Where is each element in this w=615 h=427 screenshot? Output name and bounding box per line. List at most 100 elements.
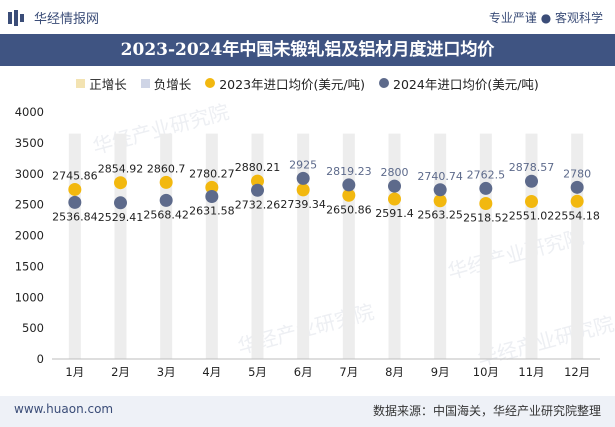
x-tick-label: 3月: [157, 365, 176, 379]
data-source: 数据来源：中国海关，华经产业研究院整理: [372, 404, 601, 418]
y-tick-label: 2000: [15, 229, 44, 243]
footer: www.huaon.com 数据来源：中国海关，华经产业研究院整理: [0, 396, 615, 427]
x-tick-label: 2月: [111, 365, 130, 379]
point-2024: [479, 181, 493, 195]
column-bar: [68, 133, 81, 359]
data-label-2023: 2745.86: [52, 169, 98, 182]
point-2023: [433, 194, 447, 208]
data-label-2024: 2732.26: [235, 198, 281, 211]
y-tick-label: 4000: [15, 105, 44, 119]
legend-circle-icon: [205, 78, 216, 88]
brand-name: 华经情报网: [34, 12, 100, 27]
column-bar: [434, 133, 447, 359]
chart-legend: 正增长 负增长 2023年进口均价(美元/吨) 2024年进口均价(美元/吨): [0, 72, 615, 94]
point-2024: [205, 189, 219, 203]
data-label-2024: 2740.74: [417, 170, 463, 183]
data-label-2024: 2925: [289, 158, 317, 171]
data-label-2023: 2739.34: [280, 198, 326, 211]
column-bar: [160, 133, 173, 359]
data-label-2023: 2554.18: [554, 209, 600, 222]
data-label-2023: 2591.4: [375, 207, 414, 220]
x-tick-label: 6月: [294, 365, 313, 379]
data-label-2023: 2563.25: [417, 209, 463, 222]
watermark-text: 华经产业研究院: [445, 224, 586, 283]
legend-label: 负增长: [153, 76, 192, 92]
point-2024: [570, 180, 584, 194]
data-label-2023: 2551.02: [509, 209, 555, 222]
point-2023: [570, 194, 584, 208]
column-bar: [479, 133, 492, 359]
point-2023: [388, 192, 401, 206]
legend-item[interactable]: 2024年进口均价(美元/吨): [379, 74, 539, 93]
point-2023: [342, 188, 356, 202]
website-link[interactable]: www.huaon.com: [14, 402, 114, 416]
data-label-2024: 2762.5: [467, 168, 506, 181]
y-tick-label: 0: [37, 352, 44, 366]
data-label-2023: 2650.86: [326, 203, 372, 216]
point-2024: [114, 196, 127, 210]
data-label-2024: 2780: [563, 167, 591, 180]
x-tick-label: 11月: [518, 365, 544, 379]
legend-label: 2023年进口均价(美元/吨): [219, 76, 366, 92]
y-tick-label: 500: [22, 321, 44, 335]
watermark-text: 华经产业研究院: [475, 311, 615, 370]
data-label-2024: 2819.23: [326, 165, 372, 178]
data-label-2023: 2860.7: [147, 162, 186, 175]
y-tick-label: 1500: [15, 259, 44, 273]
x-tick-label: 4月: [202, 365, 221, 379]
x-tick-label: 5月: [248, 365, 267, 379]
x-tick-label: 1月: [65, 365, 84, 379]
point-2024: [525, 174, 538, 188]
x-tick-label: 8月: [385, 365, 404, 379]
y-tick-label: 3500: [15, 136, 44, 150]
x-tick-label: 9月: [431, 365, 450, 379]
point-2024: [388, 179, 401, 193]
chart-title: 2023-2024年中国未锻轧铝及铝材月度进口均价: [0, 34, 615, 66]
y-tick-label: 2500: [15, 198, 44, 212]
point-2023: [68, 182, 82, 196]
data-label-2024: 2529.41: [98, 211, 144, 224]
data-label-2024: 2800: [381, 166, 409, 179]
point-2023: [114, 176, 127, 190]
y-tick-label: 3000: [15, 167, 44, 181]
point-2024: [433, 183, 447, 197]
x-tick-label: 7月: [339, 365, 358, 379]
data-label-2024: 2631.58: [189, 204, 235, 217]
legend-item[interactable]: 负增长: [140, 74, 192, 93]
data-label-2023: 2780.27: [189, 167, 235, 180]
point-2024: [342, 178, 356, 192]
point-2024: [296, 171, 310, 185]
data-label-2023: 2880.21: [235, 161, 281, 174]
point-2023: [296, 183, 310, 197]
legend-circle-icon: [379, 78, 390, 88]
point-2024: [68, 195, 82, 209]
data-label-2023: 2854.92: [98, 163, 144, 176]
x-tick-label: 10月: [473, 365, 499, 379]
top-bar: 华经情报网 专业严谨 ● 客观科学: [0, 0, 615, 34]
chart-plot: 华经产业研究院华经产业研究院华经产业研究院华经产业研究院050010001500…: [15, 99, 615, 379]
point-2023: [205, 180, 219, 194]
tagline: 专业严谨 ● 客观科学: [488, 11, 603, 25]
brand-logo-icon: [8, 9, 28, 26]
data-label-2024: 2568.42: [143, 208, 189, 221]
brand[interactable]: 华经情报网: [8, 8, 99, 27]
legend-label: 2024年进口均价(美元/吨): [393, 76, 539, 92]
point-2023: [479, 196, 493, 210]
point-2024: [159, 193, 173, 207]
data-label-2024: 2536.84: [52, 210, 98, 223]
point-2023: [525, 194, 538, 208]
column-bar: [525, 133, 538, 359]
legend-label: 正增长: [89, 76, 127, 92]
legend-square-icon: [140, 78, 150, 88]
point-2024: [251, 183, 264, 197]
data-label-2024: 2878.57: [509, 161, 555, 174]
x-tick-label: 12月: [564, 365, 590, 379]
point-2023: [251, 174, 264, 188]
legend-item[interactable]: 2023年进口均价(美元/吨): [205, 74, 365, 93]
legend-square-icon: [76, 78, 86, 88]
column-bar: [114, 133, 127, 359]
legend-item[interactable]: 正增长: [76, 74, 127, 93]
point-2023: [159, 175, 173, 189]
data-label-2023: 2518.52: [463, 211, 509, 224]
y-tick-label: 1000: [15, 290, 44, 304]
